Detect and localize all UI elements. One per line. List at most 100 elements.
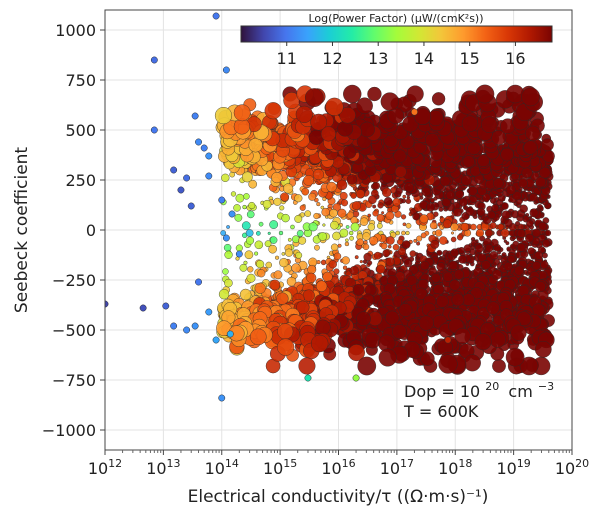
scatter-point <box>315 280 328 292</box>
scatter-point <box>244 250 254 260</box>
scatter-point <box>481 260 491 270</box>
scatter-point <box>356 238 364 246</box>
colorbar-tick-label: 12 <box>322 49 342 68</box>
scatter-point <box>235 250 243 258</box>
annotation-temperature: T = 600K <box>403 402 479 421</box>
x-tick-base: 10 <box>263 459 283 478</box>
scatter-point <box>439 175 451 187</box>
scatter-point <box>183 326 191 334</box>
scatter-point <box>269 236 278 244</box>
scatter-point <box>307 265 317 275</box>
scatter-point <box>150 126 158 134</box>
y-tick-label: 0 <box>86 221 96 240</box>
scatter-point <box>246 273 256 283</box>
scatter-point <box>222 268 229 275</box>
scatter-point <box>460 174 472 186</box>
colorbar-tick-label: 11 <box>277 49 297 68</box>
scatter-point <box>401 230 406 236</box>
scatter-point <box>415 287 428 300</box>
scatter-point <box>510 324 527 341</box>
scatter-point <box>302 289 315 302</box>
scatter-point <box>462 155 475 168</box>
colorbar-tick-label: 16 <box>505 49 525 68</box>
scatter-point <box>474 244 484 253</box>
scatter-point <box>291 263 301 273</box>
scatter-point <box>454 327 471 345</box>
scatter-point <box>308 222 318 232</box>
scatter-point <box>534 251 544 260</box>
scatter-point <box>228 210 236 218</box>
scatter-point <box>541 239 551 248</box>
scatter-point <box>230 191 237 197</box>
scatter-point <box>442 219 452 229</box>
colorbar-label: Log(Power Factor) (μW/(cmK²s)) <box>308 12 483 25</box>
scatter-point <box>283 183 294 194</box>
scatter-point <box>352 283 365 296</box>
scatter-point <box>405 230 410 236</box>
scatter-point <box>451 231 455 235</box>
scatter-point <box>326 181 337 193</box>
scatter-point <box>200 144 208 152</box>
scatter-point <box>316 260 321 265</box>
scatter-point <box>439 236 448 245</box>
x-axis-ticks: 1012 1013 1014 1015 1016 1017 1018 1019 1020 <box>88 450 589 478</box>
scatter-point <box>534 340 552 358</box>
scatter-point <box>235 244 243 252</box>
scatter-point <box>413 107 432 125</box>
scatter-point <box>277 338 295 356</box>
scatter-point <box>177 186 185 194</box>
scatter-point <box>373 251 382 260</box>
scatter-point <box>441 197 451 207</box>
scatter-point <box>369 236 379 246</box>
scatter-point <box>529 208 539 218</box>
scatter-point <box>254 251 259 256</box>
scatter-point <box>349 265 359 276</box>
scatter-point <box>245 236 255 245</box>
scatter-point <box>243 193 250 200</box>
x-tick-base: 10 <box>380 459 400 478</box>
annotation-doping-unit-exp: −3 <box>538 380 554 393</box>
scatter-point <box>304 374 312 382</box>
scatter-point <box>460 222 469 232</box>
scatter-point <box>484 243 494 253</box>
scatter-point <box>343 84 362 104</box>
scatter-point <box>298 236 307 245</box>
scatter-point <box>486 301 500 315</box>
x-tick-label: 1014 <box>205 457 239 478</box>
scatter-point <box>376 223 383 229</box>
scatter-point <box>367 260 373 266</box>
x-tick-base: 10 <box>555 459 575 478</box>
scatter-point <box>364 332 381 349</box>
scatter-point <box>339 106 356 124</box>
scatter-point <box>264 102 282 120</box>
x-tick-label: 1015 <box>263 457 297 478</box>
scatter-point <box>357 356 377 376</box>
x-tick-exp: 17 <box>400 457 414 470</box>
scatter-point <box>195 278 202 286</box>
scatter-point <box>512 190 522 201</box>
scatter-point <box>268 244 277 254</box>
scatter-point <box>505 347 525 367</box>
y-tick-label: 250 <box>65 171 96 190</box>
scatter-point <box>218 289 230 300</box>
x-tick-base: 10 <box>205 459 225 478</box>
scatter-point <box>362 243 370 251</box>
scatter-point <box>267 231 271 235</box>
annotation-doping: Dop = 10 20 cm −3 <box>404 375 554 401</box>
scatter-point <box>497 223 505 231</box>
scatter-point <box>254 240 264 250</box>
scatter-point <box>273 197 282 206</box>
scatter-point <box>481 116 498 133</box>
scatter-point <box>402 194 407 199</box>
scatter-point <box>519 356 539 376</box>
scatter-point <box>315 319 331 336</box>
scatter-point <box>435 294 449 308</box>
scatter-point <box>517 178 528 189</box>
scatter-point <box>528 192 538 202</box>
scatter-point <box>377 202 384 209</box>
x-tick-label: 1017 <box>380 457 414 478</box>
scatter-point <box>290 224 295 230</box>
scatter-point <box>322 271 333 282</box>
scatter-point <box>281 213 290 223</box>
x-axis-label: Electrical conductivity/τ ((Ω·m·s)⁻¹) <box>188 487 489 507</box>
